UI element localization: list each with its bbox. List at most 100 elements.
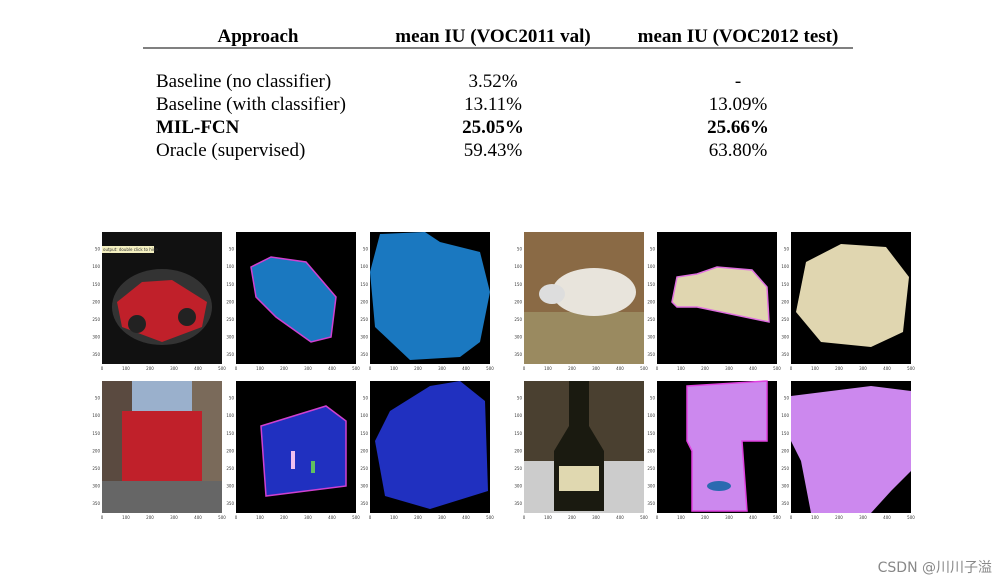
- y-tick-label: 350: [514, 352, 522, 357]
- x-tick-label: 300: [725, 515, 733, 520]
- y-tick-label: 250: [360, 317, 368, 322]
- x-tick-label: 0: [523, 515, 526, 520]
- y-tick-label: 200: [514, 448, 522, 453]
- y-tick-label: 250: [226, 317, 234, 322]
- x-tick-label: 0: [790, 515, 793, 520]
- y-tick-label: 100: [514, 264, 522, 269]
- x-tick-label: 300: [859, 515, 867, 520]
- table-cell: Baseline (no classifier): [156, 71, 331, 92]
- y-tick-label: 300: [92, 484, 100, 489]
- y-tick-label: 200: [647, 448, 655, 453]
- x-tick-label: 500: [773, 366, 781, 371]
- y-tick-label: 300: [647, 335, 655, 340]
- y-tick-label: 150: [647, 282, 655, 287]
- y-tick-label: 100: [226, 413, 234, 418]
- x-tick-label: 200: [701, 515, 709, 520]
- figure-panel: 50 100 150 200 250 300 350 0 100 200 300 400 500: [360, 232, 494, 371]
- x-tick-label: 100: [122, 366, 130, 371]
- table-cell: 59.43%: [464, 140, 523, 161]
- x-tick-label: 200: [146, 515, 154, 520]
- y-tick-label: 50: [650, 396, 656, 401]
- x-tick-label: 200: [280, 515, 288, 520]
- x-tick-label: 500: [352, 515, 360, 520]
- x-tick-label: 300: [438, 366, 446, 371]
- y-tick-label: 300: [92, 335, 100, 340]
- x-tick-label: 500: [640, 515, 648, 520]
- figure-panel: 50 100 150 200 250 300 350 0 100 200 300 400 500: [514, 381, 648, 520]
- y-tick-label: 350: [514, 501, 522, 506]
- panel-shape: [122, 411, 202, 481]
- figure-panel: 50 100 150 200 250 300 350 0 100 200 300 400 500: [647, 380, 781, 520]
- y-tick-label: 350: [360, 352, 368, 357]
- y-tick-label: 300: [514, 335, 522, 340]
- table-cell: 63.80%: [709, 140, 768, 161]
- y-tick-label: 200: [360, 448, 368, 453]
- x-tick-label: 0: [369, 366, 372, 371]
- x-tick-label: 100: [256, 366, 264, 371]
- x-tick-label: 200: [701, 366, 709, 371]
- table-cell: 3.52%: [468, 71, 517, 92]
- x-tick-label: 100: [256, 515, 264, 520]
- y-tick-label: 350: [781, 352, 789, 357]
- x-tick-label: 0: [235, 515, 238, 520]
- y-tick-label: 150: [647, 431, 655, 436]
- x-tick-label: 0: [656, 366, 659, 371]
- table-cell: 13.11%: [464, 94, 522, 115]
- x-tick-label: 400: [194, 366, 202, 371]
- panel-shape: [178, 308, 196, 326]
- y-tick-label: 50: [95, 247, 101, 252]
- y-tick-label: 200: [781, 299, 789, 304]
- table-cell: 13.09%: [709, 94, 768, 115]
- panel-shape: [707, 481, 731, 491]
- y-tick-label: 200: [514, 299, 522, 304]
- y-tick-label: 300: [226, 335, 234, 340]
- y-tick-label: 50: [517, 396, 523, 401]
- x-tick-label: 100: [677, 366, 685, 371]
- x-tick-label: 400: [462, 366, 470, 371]
- table-cell: -: [735, 71, 741, 92]
- y-tick-label: 200: [92, 299, 100, 304]
- figure-panel: 50 100 150 200 250 300 350 0 100 200 300 400 500: [360, 381, 494, 520]
- table-cell: MIL-FCN: [156, 117, 240, 138]
- y-tick-label: 50: [229, 247, 235, 252]
- figure-panel: 50 100 150 200 250 300 350 0 100 200 300 400 500: [92, 381, 226, 520]
- y-tick-label: 250: [781, 317, 789, 322]
- y-tick-label: 100: [226, 264, 234, 269]
- panel-shape: [102, 246, 154, 253]
- x-tick-label: 300: [170, 366, 178, 371]
- x-tick-label: 300: [304, 515, 312, 520]
- panel-shape: [796, 244, 909, 347]
- y-tick-label: 300: [360, 484, 368, 489]
- figure-panel: 50 100 150 200 250 300 350 0 100 200 300 400 500 outp…: [92, 232, 226, 371]
- y-tick-label: 300: [514, 484, 522, 489]
- x-tick-label: 200: [280, 366, 288, 371]
- panel-shape: [791, 386, 911, 513]
- x-tick-label: 300: [592, 366, 600, 371]
- x-tick-label: 100: [811, 366, 819, 371]
- y-tick-label: 100: [647, 413, 655, 418]
- table-header: mean IU (VOC2012 test): [638, 26, 839, 47]
- y-tick-label: 150: [92, 431, 100, 436]
- y-tick-label: 250: [647, 317, 655, 322]
- y-tick-label: 350: [647, 501, 655, 506]
- x-tick-label: 100: [390, 515, 398, 520]
- x-tick-label: 400: [749, 366, 757, 371]
- y-tick-label: 250: [360, 466, 368, 471]
- watermark: CSDN @川川子溢: [878, 560, 992, 576]
- y-tick-label: 350: [360, 501, 368, 506]
- x-tick-label: 400: [462, 515, 470, 520]
- x-tick-label: 400: [328, 366, 336, 371]
- x-tick-label: 200: [414, 366, 422, 371]
- y-tick-label: 50: [517, 247, 523, 252]
- y-tick-label: 50: [95, 396, 101, 401]
- table-cell: Oracle (supervised): [156, 140, 305, 161]
- x-tick-label: 500: [486, 515, 494, 520]
- y-tick-label: 150: [226, 282, 234, 287]
- y-tick-label: 100: [92, 264, 100, 269]
- x-tick-label: 200: [568, 515, 576, 520]
- table-header: Approach: [218, 26, 299, 47]
- x-tick-label: 300: [859, 366, 867, 371]
- y-tick-label: 350: [226, 501, 234, 506]
- panel-shape: [102, 481, 222, 513]
- figure-panel: 50 100 150 200 250 300 350 0 100 200 300 400 500: [226, 381, 360, 520]
